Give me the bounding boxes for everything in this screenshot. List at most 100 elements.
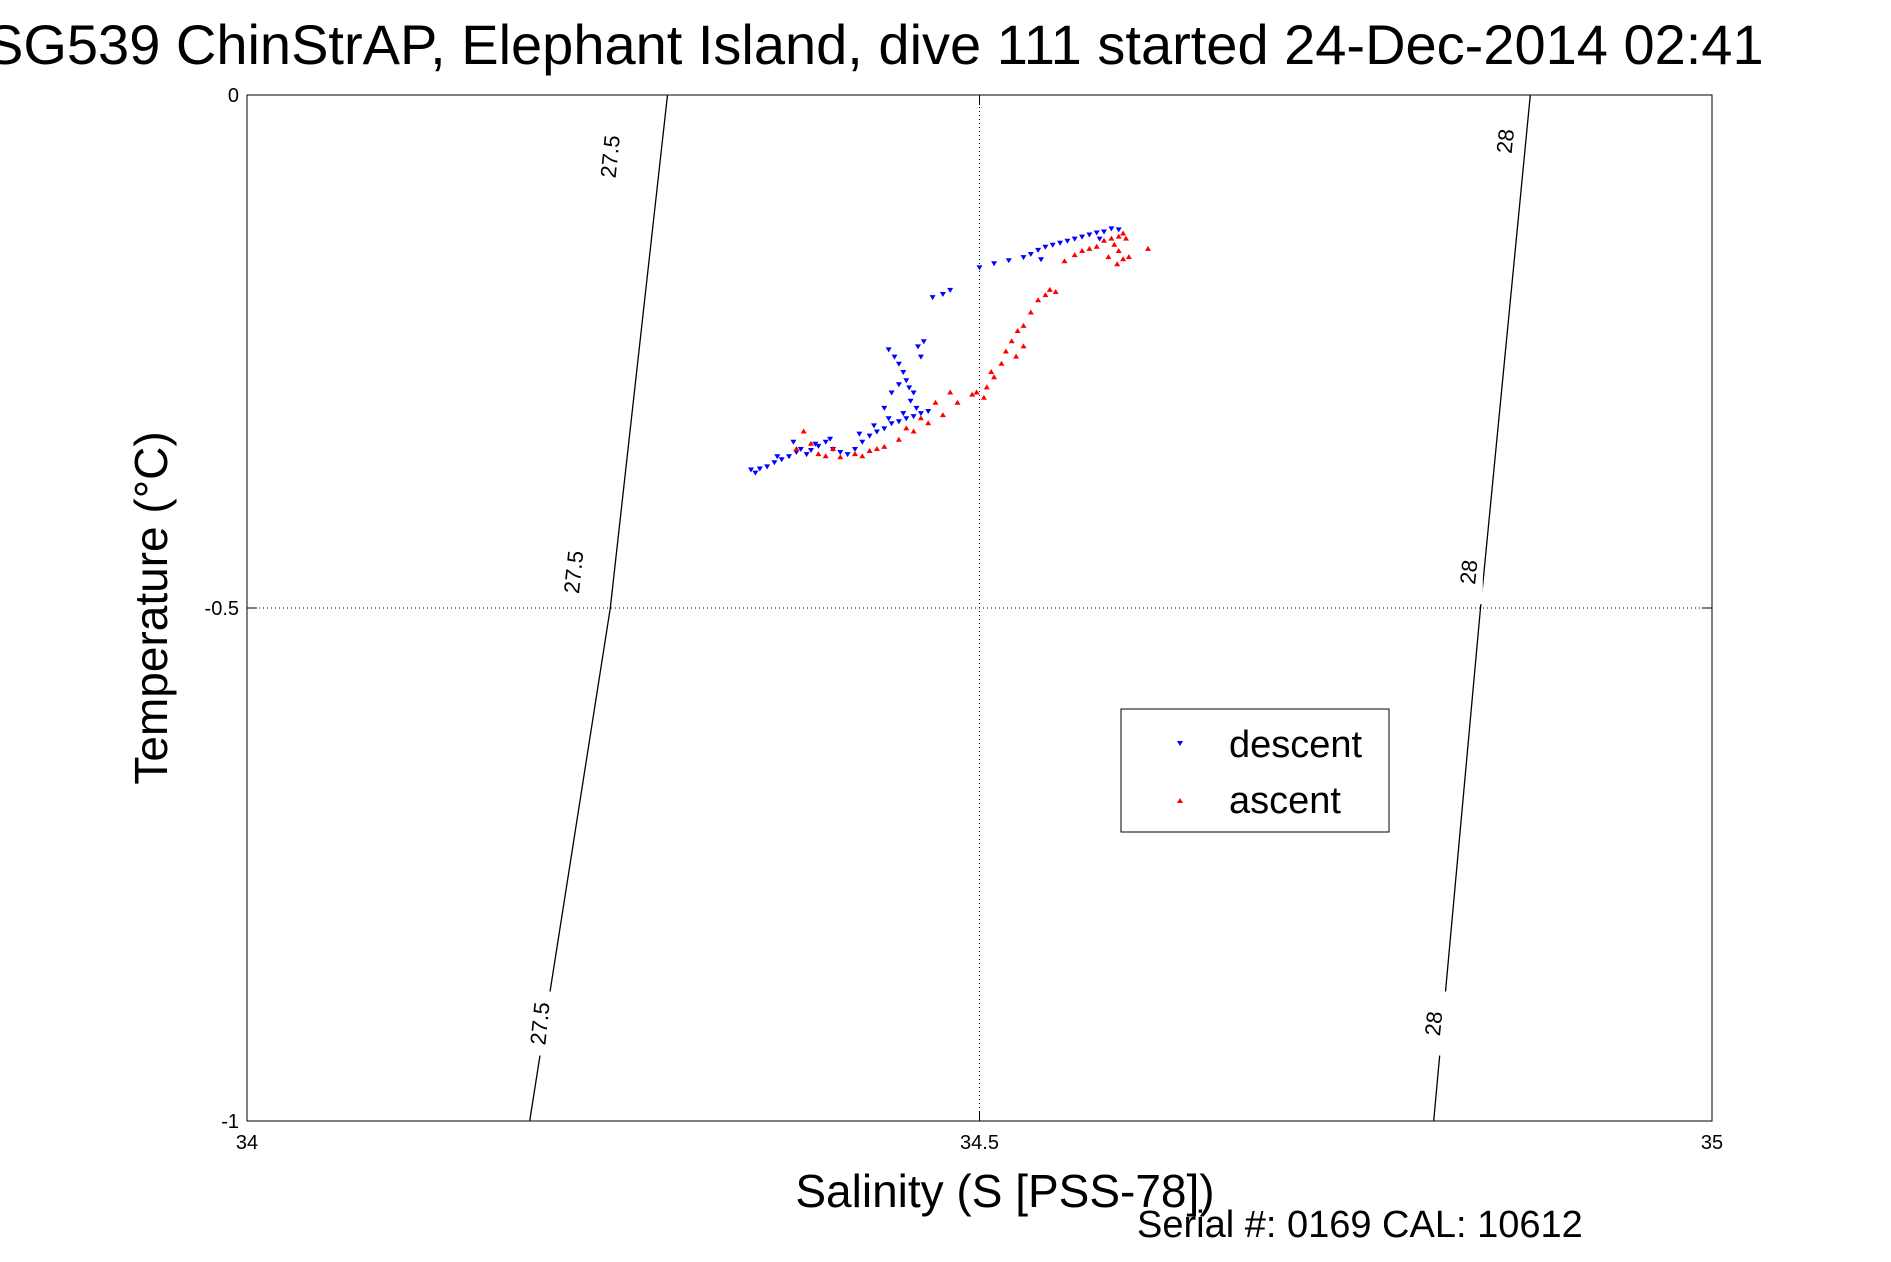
ascent-point [1014, 328, 1021, 333]
descent-point [939, 292, 946, 297]
descent-point [920, 339, 927, 345]
series-descent [748, 226, 1122, 476]
descent-point [906, 385, 913, 391]
descent-point [793, 450, 800, 455]
legend-marker-descent [1177, 741, 1183, 746]
descent-point [910, 414, 917, 420]
ascent-point [1020, 343, 1027, 349]
ascent-point [1115, 248, 1122, 253]
descent-point [900, 411, 907, 417]
legend: descent ascent [1120, 708, 1390, 833]
ascent-point [1105, 254, 1112, 260]
descent-point [925, 409, 932, 414]
descent-point [917, 354, 924, 360]
x-tick-label: 35 [1701, 1132, 1723, 1154]
ascent-point [830, 446, 836, 451]
ascent-point [1093, 243, 1100, 249]
descent-point [881, 405, 888, 411]
data-series [748, 226, 1151, 476]
ascent-point [1061, 258, 1068, 264]
ascent-point [939, 412, 946, 418]
descent-point [910, 390, 917, 396]
ascent-point [988, 369, 995, 374]
descent-point [764, 464, 771, 470]
descent-point [1020, 255, 1027, 261]
descent-point [903, 416, 910, 422]
y-tick-label: -1 [221, 1111, 239, 1133]
ascent-point [837, 454, 844, 460]
legend-label-ascent: ascent [1229, 780, 1341, 822]
descent-point [756, 466, 763, 472]
ascent-point [910, 428, 917, 434]
descent-point [976, 265, 983, 271]
y-axis-label: Temperature (°C) [125, 431, 177, 784]
ascent-point [1145, 245, 1151, 251]
ascent-point [983, 384, 990, 390]
descent-point [895, 382, 902, 388]
ascent-point [954, 399, 961, 405]
ascent-point [1013, 353, 1020, 359]
descent-point [888, 390, 895, 396]
x-tick-label: 34.5 [960, 1132, 999, 1154]
descent-point [812, 441, 819, 447]
density-contour-label: 27.5 [559, 550, 588, 595]
contour-label-backdrop [559, 540, 588, 605]
descent-point [947, 287, 954, 293]
descent-point [859, 439, 866, 445]
descent-point [885, 416, 892, 422]
ascent-point [998, 360, 1005, 366]
ascent-point [881, 443, 888, 449]
density-contour-label: 28 [1492, 128, 1519, 155]
ascent-point [925, 420, 932, 426]
descent-point [808, 448, 814, 453]
descent-point [856, 431, 863, 437]
descent-point [907, 398, 914, 404]
descent-point [929, 295, 936, 301]
ascent-point [1052, 289, 1059, 294]
ascent-point [808, 440, 814, 446]
ascent-point [895, 436, 902, 442]
descent-point [797, 447, 804, 452]
descent-point [871, 423, 877, 429]
ascent-point [903, 425, 910, 431]
contour-label-backdrop [1491, 109, 1520, 174]
descent-point [852, 447, 858, 452]
descent-point [752, 470, 759, 476]
ascent-point [1020, 322, 1027, 328]
descent-point [1027, 252, 1034, 257]
y-tick-label: -0.5 [205, 598, 239, 620]
descent-point [866, 433, 873, 439]
descent-point [827, 436, 834, 442]
ascent-point [793, 446, 800, 451]
descent-point [885, 347, 892, 353]
ascent-point [1008, 338, 1015, 344]
ascent-point [1002, 348, 1009, 354]
ascent-point [822, 453, 829, 459]
descent-point [774, 454, 781, 460]
density-contour-label: 28 [1455, 559, 1482, 586]
ascent-point [1086, 245, 1093, 251]
density-contour-line [529, 94, 669, 1122]
descent-point [1049, 242, 1056, 248]
ascent-point [980, 394, 987, 400]
ascent-point [1108, 235, 1115, 241]
descent-point [1096, 236, 1103, 242]
descent-point [822, 439, 829, 445]
ascent-point [969, 391, 976, 397]
descent-point [1071, 236, 1078, 242]
descent-point [1101, 229, 1107, 235]
ascent-point [1125, 254, 1132, 260]
descent-point [1093, 230, 1100, 236]
descent-point [1115, 227, 1122, 233]
descent-point [790, 439, 797, 445]
ascent-point [991, 374, 998, 380]
ascent-point [973, 389, 980, 395]
descent-point [888, 421, 895, 427]
ascent-point [1115, 233, 1122, 239]
ascent-point [852, 451, 858, 457]
descent-point [771, 460, 778, 466]
y-tick-label: 0 [228, 85, 239, 107]
legend-box [1120, 708, 1390, 833]
descent-point [917, 411, 924, 417]
descent-point [1086, 232, 1093, 238]
